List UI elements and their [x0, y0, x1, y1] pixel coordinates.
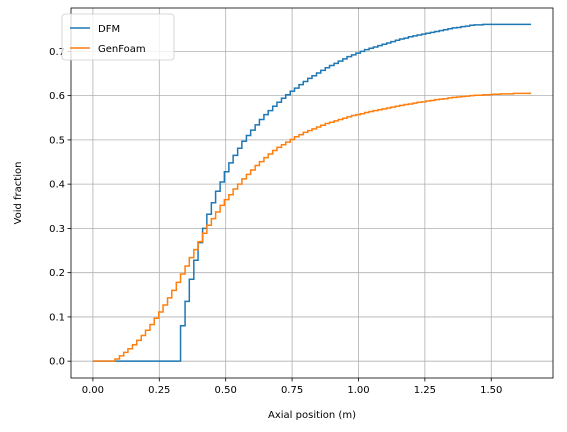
- legend: DFM GenFoam: [61, 13, 175, 61]
- x-tick-label: 0.00: [82, 385, 104, 396]
- y-tick-label: 0.7: [49, 47, 65, 58]
- y-axis-label: Void fraction: [13, 162, 24, 225]
- legend-label: GenFoam: [98, 44, 146, 55]
- x-axis-ticks: 0.00 0.25 0.50 0.75 1.00 1.25 1.50: [82, 378, 502, 396]
- series-layer: [92, 23, 532, 362]
- series-line-dfm: [92, 23, 532, 362]
- y-tick-label: 0.6: [49, 91, 65, 102]
- y-tick-label: 0.4: [49, 180, 65, 191]
- plot-frame: [70, 7, 554, 379]
- legend-label: DFM: [98, 24, 120, 35]
- y-tick-label: 0.5: [49, 135, 65, 146]
- x-axis-label: Axial position (m): [268, 410, 356, 421]
- x-tick-label: 1.00: [347, 385, 369, 396]
- y-tick-label: 0.3: [49, 224, 65, 235]
- y-tick-label: 0.2: [49, 268, 65, 279]
- x-tick-label: 1.25: [414, 385, 436, 396]
- x-tick-label: 1.50: [480, 385, 502, 396]
- x-tick-label: 0.25: [148, 385, 170, 396]
- x-tick-label: 0.75: [281, 385, 303, 396]
- x-tick-label: 0.50: [215, 385, 237, 396]
- y-tick-label: 0.0: [49, 357, 65, 368]
- series-line-genfoam: [92, 92, 532, 362]
- y-tick-label: 0.1: [49, 312, 65, 323]
